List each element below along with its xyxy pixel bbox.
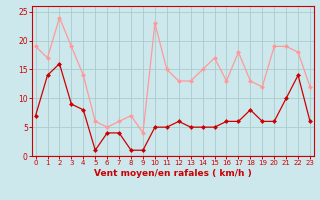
X-axis label: Vent moyen/en rafales ( km/h ): Vent moyen/en rafales ( km/h ) <box>94 169 252 178</box>
